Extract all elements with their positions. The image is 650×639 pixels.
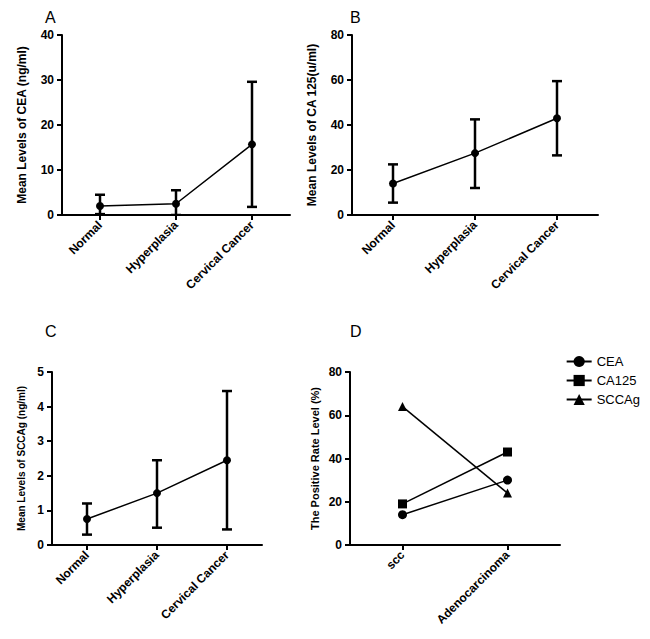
svg-text:40: 40: [331, 118, 345, 132]
svg-text:SCCAg: SCCAg: [597, 392, 640, 407]
svg-text:D: D: [350, 323, 362, 340]
svg-text:3: 3: [37, 434, 44, 448]
svg-text:80: 80: [329, 365, 343, 379]
svg-text:Mean Levels of CA 125(u/ml): Mean Levels of CA 125(u/ml): [305, 44, 319, 206]
svg-text:0: 0: [37, 538, 44, 552]
svg-text:A: A: [45, 9, 56, 26]
svg-text:Adenocarcinoma: Adenocarcinoma: [434, 548, 513, 627]
svg-text:Normal: Normal: [359, 218, 398, 257]
svg-text:Normal: Normal: [53, 548, 92, 587]
svg-text:Hyperplasia: Hyperplasia: [104, 548, 162, 606]
svg-text:Mean Levels of CEA (ng/ml): Mean Levels of CEA (ng/ml): [15, 46, 29, 204]
svg-text:Cervical Cancer: Cervical Cancer: [183, 218, 257, 292]
svg-text:Cervical Cancer: Cervical Cancer: [488, 218, 562, 292]
svg-text:Hyperplasia: Hyperplasia: [422, 218, 480, 276]
svg-text:5: 5: [37, 365, 44, 379]
svg-text:Mean Levels of SCCAg (ng/ml): Mean Levels of SCCAg (ng/ml): [16, 386, 27, 531]
svg-text:Cervical Cancer: Cervical Cancer: [158, 548, 232, 622]
svg-text:60: 60: [331, 73, 345, 87]
svg-text:1: 1: [37, 503, 44, 517]
svg-text:CEA: CEA: [597, 354, 624, 369]
svg-text:20: 20: [329, 495, 343, 509]
svg-text:20: 20: [41, 118, 55, 132]
svg-text:Hyperplasia: Hyperplasia: [123, 218, 181, 276]
svg-text:0: 0: [337, 208, 344, 222]
svg-text:40: 40: [329, 452, 343, 466]
svg-text:scc: scc: [383, 548, 407, 572]
svg-text:40: 40: [41, 28, 55, 42]
svg-text:0: 0: [335, 538, 342, 552]
svg-text:The Positive Rate Level (%): The Positive Rate Level (%): [309, 387, 321, 530]
svg-text:Normal: Normal: [66, 218, 105, 257]
svg-text:10: 10: [41, 163, 55, 177]
svg-text:B: B: [350, 9, 361, 26]
svg-text:4: 4: [37, 400, 44, 414]
svg-text:60: 60: [329, 408, 343, 422]
svg-text:2: 2: [37, 469, 44, 483]
svg-text:CA125: CA125: [597, 373, 637, 388]
svg-text:80: 80: [331, 28, 345, 42]
svg-text:C: C: [45, 323, 57, 340]
svg-text:0: 0: [47, 208, 54, 222]
svg-text:20: 20: [331, 163, 345, 177]
svg-text:30: 30: [41, 73, 55, 87]
